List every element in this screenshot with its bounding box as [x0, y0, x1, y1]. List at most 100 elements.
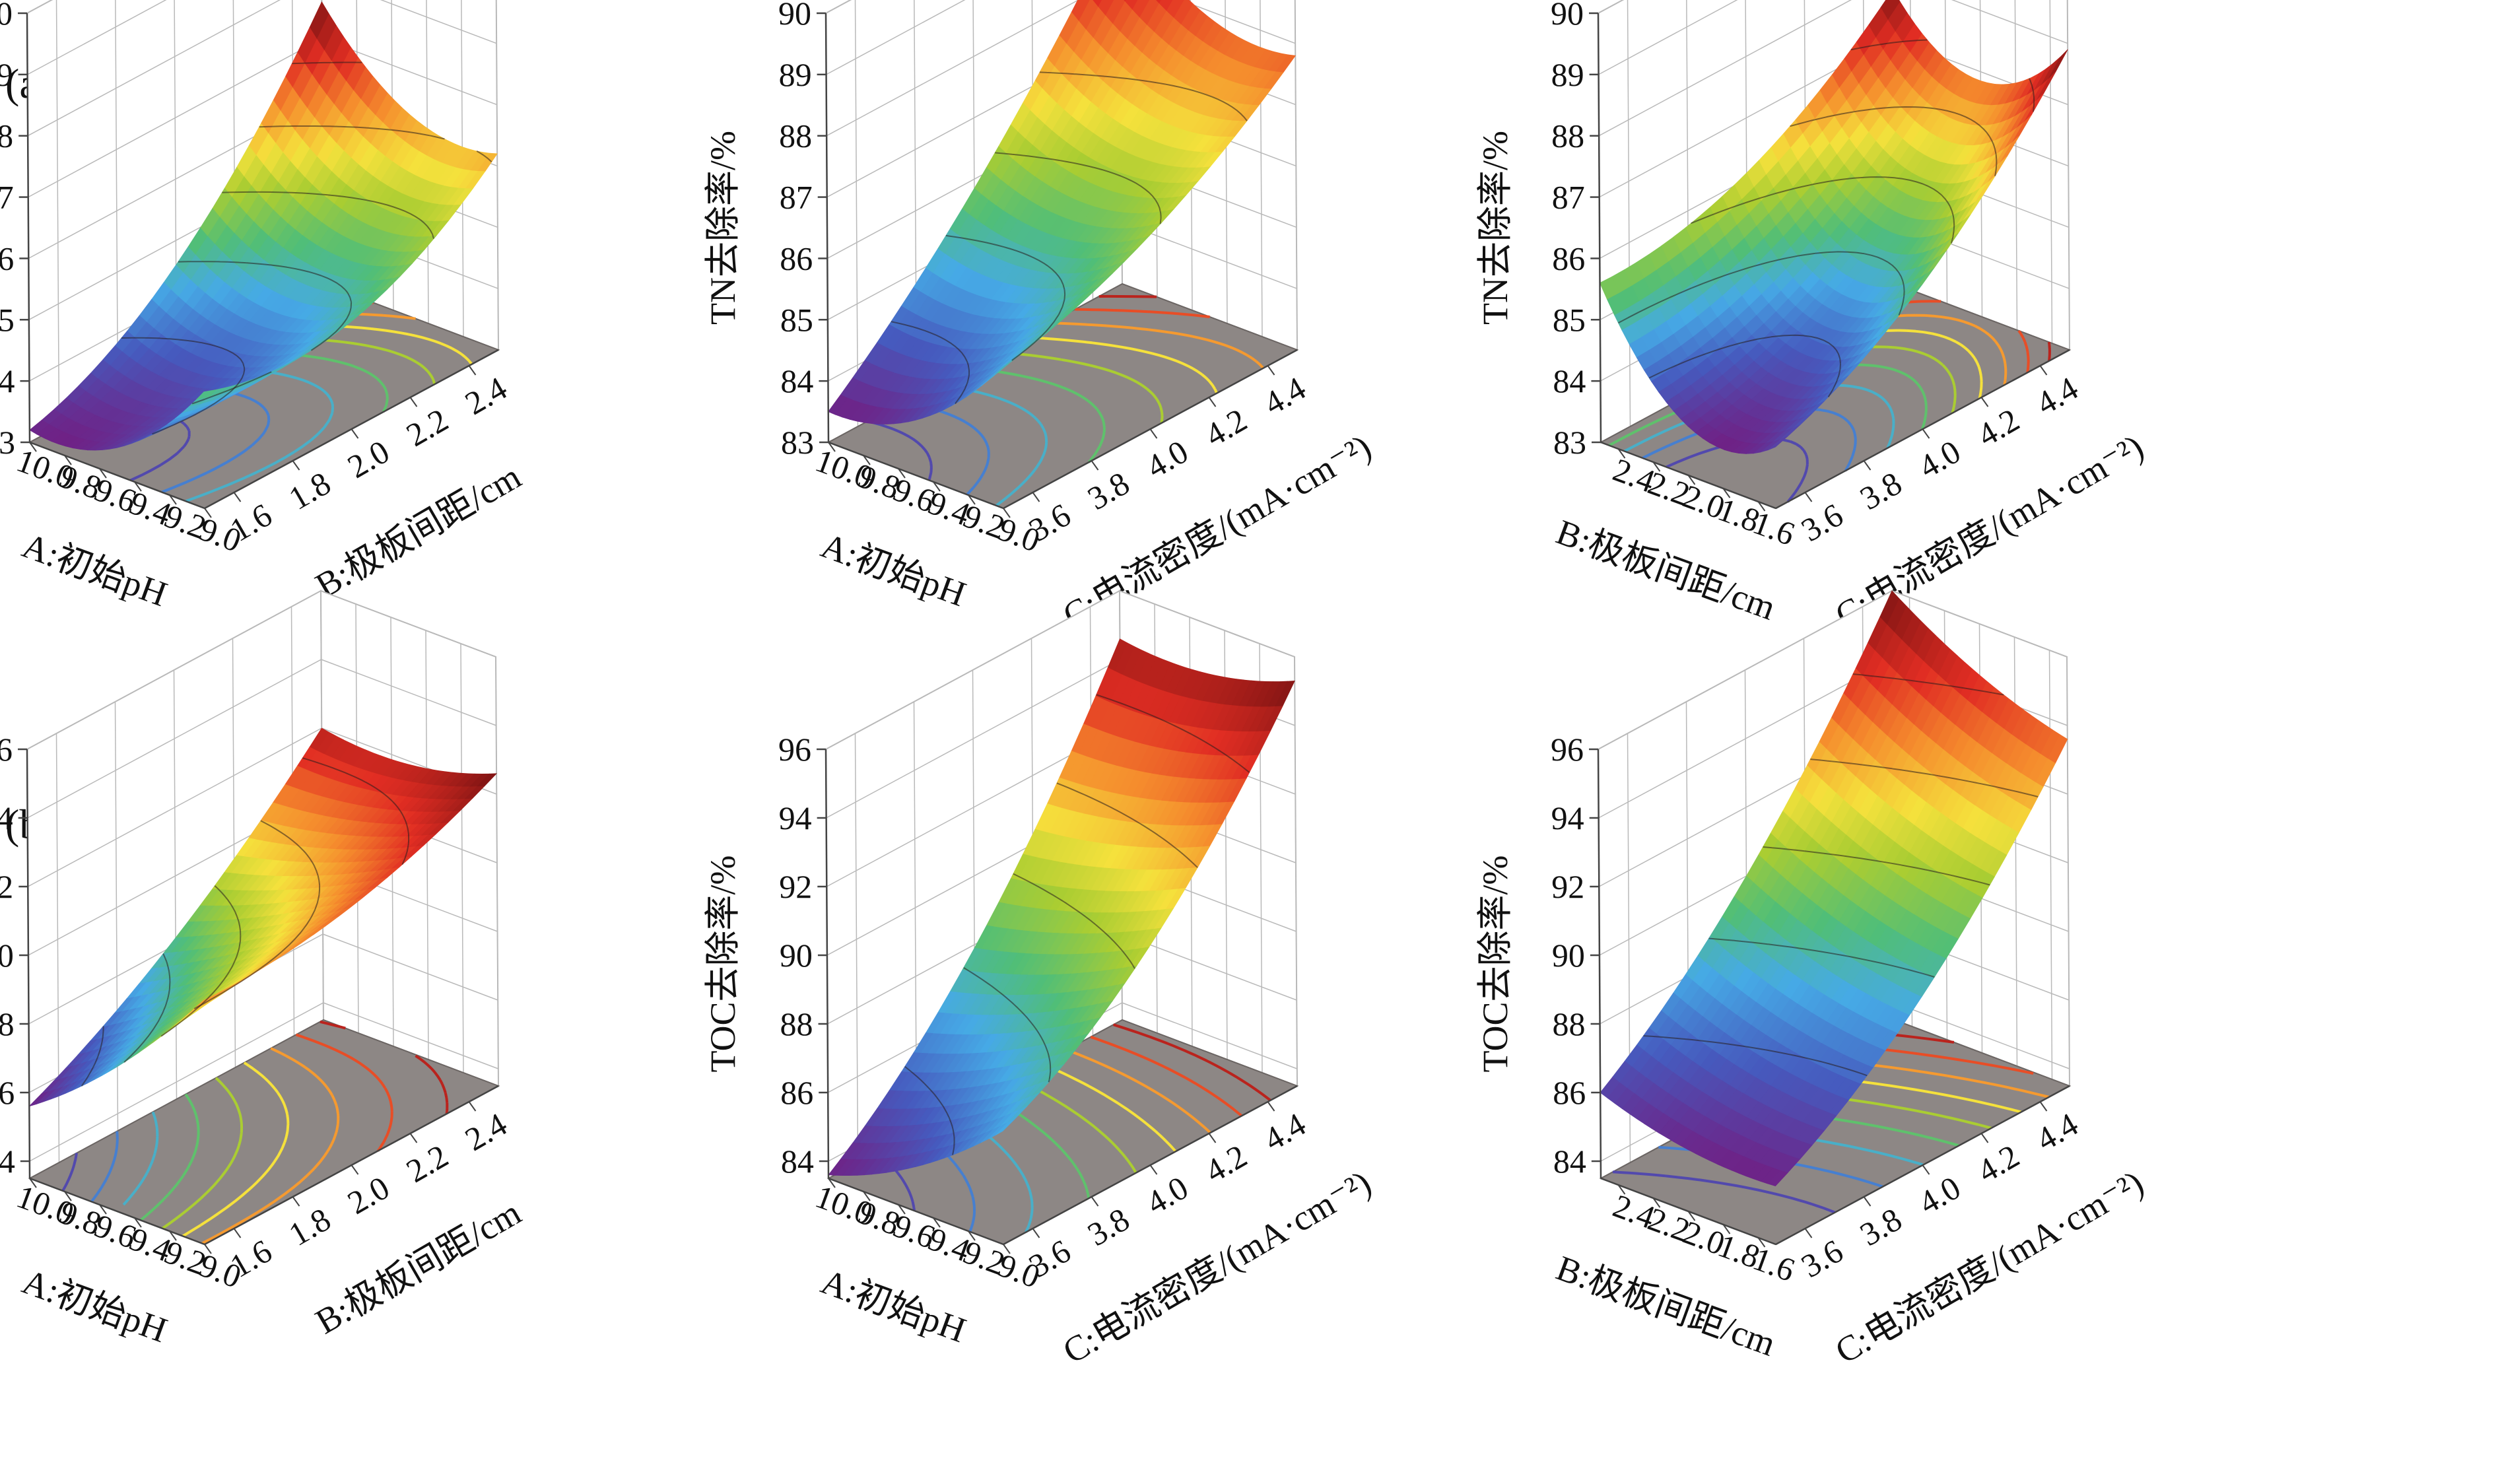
y-tick — [468, 365, 477, 376]
x-tick — [1652, 461, 1661, 472]
contour-line — [201, 1047, 340, 1245]
y-tick — [1863, 1196, 1872, 1207]
surface-patch — [1767, 1170, 1788, 1187]
z-tick-label: 90 — [0, 0, 13, 32]
x-tick — [1687, 1211, 1696, 1221]
z-axis — [1597, 13, 1602, 443]
z-tick-label: 84 — [780, 362, 813, 399]
z-tick-label: 88 — [0, 118, 13, 154]
x-tick — [863, 455, 871, 465]
z-tick-label: 92 — [0, 868, 13, 905]
y-tick-label: 3.8 — [1854, 464, 1908, 517]
z-tick-label: 90 — [778, 0, 811, 32]
z-tick-label: 88 — [1551, 118, 1584, 154]
x-gridline — [2048, 650, 2053, 1080]
z-axis — [1597, 749, 1602, 1179]
z-gridline — [27, 0, 167, 75]
surface-plot-a-1: 8384858687888990TN去除率/%9.09.29.49.69.810… — [0, 0, 527, 614]
y-tick-label: 4.0 — [1140, 432, 1194, 485]
contour-line — [1090, 1035, 1243, 1117]
x-tick — [863, 1191, 871, 1201]
y-tick — [1208, 397, 1217, 407]
y-tick — [409, 397, 418, 407]
y-tick-label: 4.0 — [1140, 1168, 1194, 1221]
y-tick-label: 4.4 — [2030, 369, 2084, 422]
x-axis-title: A:初始pH — [17, 525, 172, 614]
response-surface — [1599, 0, 2068, 454]
surface-contour — [1056, 782, 1198, 868]
surface-patch — [1155, 0, 1162, 5]
y-tick-label: 2.0 — [341, 432, 395, 485]
y-tick — [1032, 492, 1040, 502]
x-gridline — [460, 643, 464, 1073]
y-gridline — [115, 0, 119, 395]
contour-line — [1023, 335, 1219, 394]
y-tick-label: 3.6 — [1795, 496, 1849, 549]
surface-plot-b-1: 84868890929496TOC去除率/%9.09.29.49.69.810.… — [0, 590, 527, 1350]
y-gridline — [854, 0, 859, 427]
z-tick-label: 94 — [0, 799, 13, 836]
y-axis-title: B:极板间距/cm — [309, 456, 527, 605]
surface-plot-b-2: 84868890929496TOC去除率/%9.09.29.49.69.810.… — [703, 590, 1378, 1371]
z-tick-label: 89 — [1551, 56, 1584, 93]
y-tick-label: 4.2 — [1971, 1137, 2025, 1190]
z-tick-label: 88 — [779, 118, 812, 154]
z-tick-label: 84 — [0, 362, 15, 399]
contour-line — [1040, 1062, 1177, 1153]
z-tick-label: 88 — [780, 1005, 813, 1042]
y-tick — [2039, 365, 2048, 376]
surface-contour — [1790, 106, 1998, 176]
contour-line — [320, 1020, 449, 1114]
y-tick-label: 2.4 — [459, 369, 513, 422]
x-tick — [1617, 448, 1626, 459]
z-tick-label: 92 — [779, 868, 812, 905]
x-tick — [99, 1204, 107, 1215]
y-tick — [1863, 460, 1872, 471]
y-tick — [1267, 365, 1275, 376]
x-axis — [29, 1177, 205, 1246]
surface-plot-a-3: 8384858687888990TN去除率/%1.61.82.02.22.4B:… — [1475, 0, 2150, 635]
contour-line — [182, 1062, 290, 1238]
surface-contour — [1763, 846, 1990, 886]
y-tick-label: 4.2 — [1971, 401, 2025, 454]
z-tick-label: 83 — [781, 424, 814, 461]
y-gridline — [1627, 0, 1631, 427]
z-tick-label: 86 — [780, 1074, 813, 1111]
y-gridline — [55, 0, 60, 427]
surface-patch — [995, 1118, 1015, 1135]
surface-contour — [1096, 694, 1250, 773]
y-gridline — [854, 733, 859, 1163]
x-gridline — [1260, 0, 1263, 337]
y-tick — [1149, 1164, 1158, 1175]
surface-contour — [292, 61, 362, 65]
y-tick — [1267, 1101, 1275, 1112]
y-tick — [1922, 1164, 1930, 1175]
surface-contour — [302, 757, 410, 865]
x-gridline — [426, 0, 429, 324]
x-tick — [1757, 1237, 1766, 1248]
z-tick-label: 83 — [1553, 424, 1586, 461]
surface-contour — [1850, 39, 2035, 112]
floor-contours — [867, 294, 1265, 507]
x-gridline — [495, 0, 499, 351]
x-tick — [204, 508, 212, 518]
x-tick — [898, 468, 906, 479]
y-tick — [409, 1133, 418, 1143]
y-tick — [1091, 460, 1099, 471]
contour-line — [1050, 321, 1265, 370]
x-tick — [1652, 1197, 1661, 1208]
y-tick — [1032, 1228, 1040, 1238]
response-surface — [1600, 590, 2068, 1187]
z-tick-label: 86 — [0, 240, 14, 277]
y-tick-label: 2.0 — [341, 1168, 395, 1221]
contour-line — [161, 1077, 244, 1230]
surface-contour — [1852, 673, 2004, 696]
surface-contour — [1039, 71, 1248, 121]
y-axis-title: B:极板间距/cm — [309, 1192, 527, 1341]
x-tick — [99, 468, 107, 479]
y-tick — [1804, 1228, 1813, 1238]
z-tick-label: 89 — [0, 56, 13, 93]
z-tick-label: 84 — [0, 1143, 15, 1180]
x-tick — [1722, 1224, 1731, 1234]
